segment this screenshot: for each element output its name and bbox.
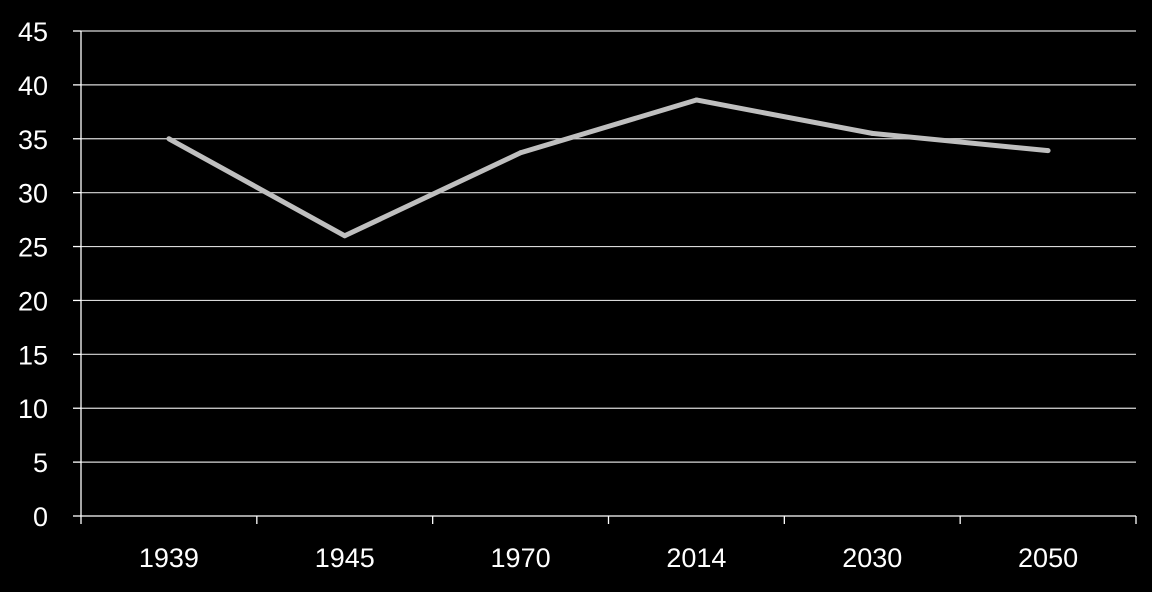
- y-tick-label: 45: [18, 17, 48, 47]
- x-axis-labels: 1939 1945 1970 2014 2030 2050: [139, 543, 1078, 573]
- gridlines: [81, 30, 1136, 463]
- y-tick-label: 40: [18, 71, 48, 101]
- x-tick-label: 1939: [139, 543, 199, 573]
- x-tick-label: 2014: [666, 543, 726, 573]
- data-point: [166, 136, 172, 142]
- y-tick-label: 5: [33, 448, 48, 478]
- y-tick-label: 0: [33, 502, 48, 532]
- data-point: [869, 130, 875, 136]
- axes: [80, 31, 1136, 517]
- series-layer: [166, 97, 1051, 239]
- data-point: [518, 150, 524, 156]
- data-point: [693, 97, 699, 103]
- data-point: [1045, 148, 1051, 154]
- y-tick-label: 30: [18, 179, 48, 209]
- y-tick-label: 20: [18, 286, 48, 316]
- x-tick-label: 1945: [315, 543, 375, 573]
- x-tick-label: 2030: [842, 543, 902, 573]
- y-tick-label: 10: [18, 394, 48, 424]
- series-line: [167, 97, 1049, 239]
- y-axis-ticks: [73, 30, 81, 517]
- data-point: [342, 233, 348, 239]
- y-axis-labels: 0 5 10 15 20 25 30 35 40 45: [18, 17, 48, 532]
- x-tick-label: 1970: [491, 543, 551, 573]
- y-tick-label: 15: [18, 340, 48, 370]
- y-tick-label: 35: [18, 125, 48, 155]
- y-tick-label: 25: [18, 233, 48, 263]
- x-axis-ticks: [80, 516, 1137, 524]
- x-tick-label: 2050: [1018, 543, 1078, 573]
